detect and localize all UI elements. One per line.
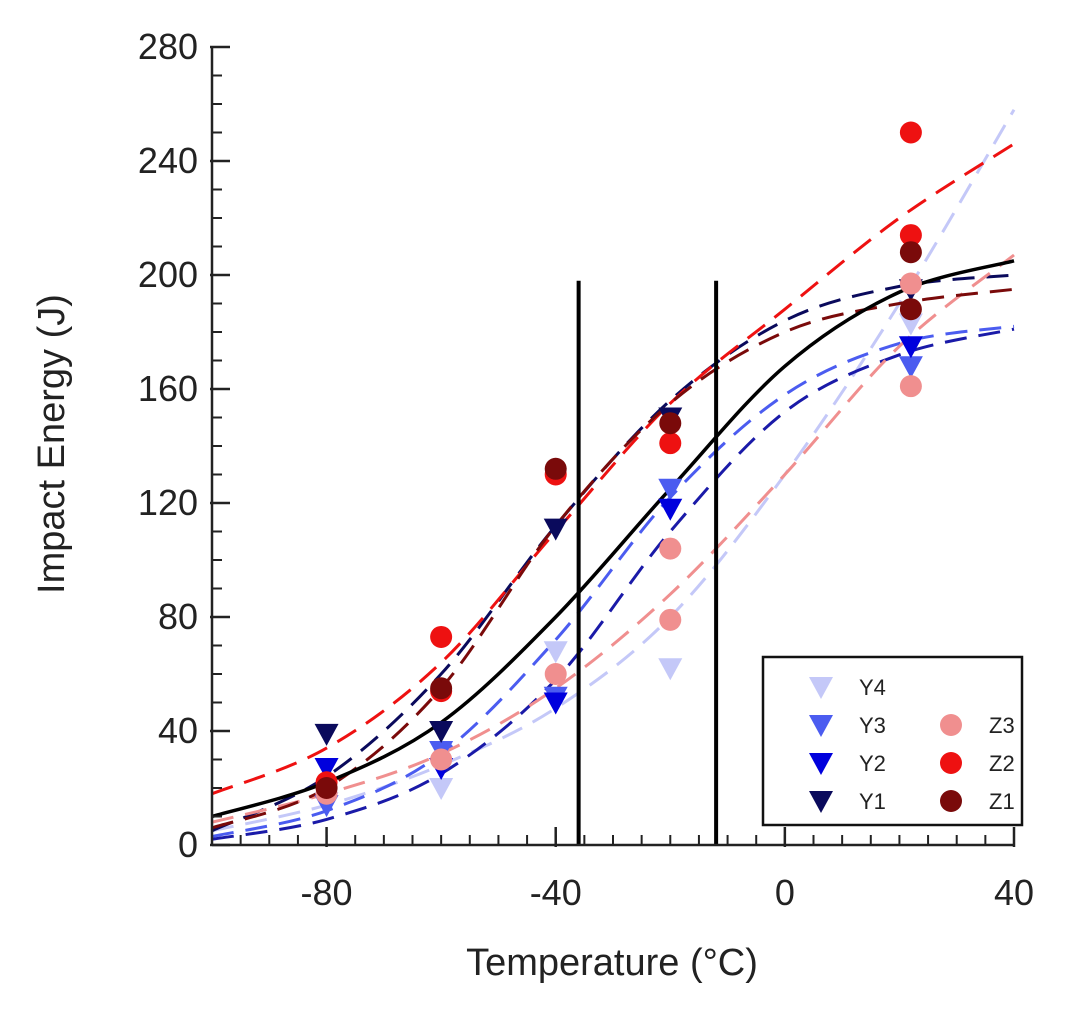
data-point-y3 (898, 356, 923, 379)
legend-label-z2: Z2 (989, 751, 1015, 776)
legend-label-z1: Z1 (989, 789, 1015, 814)
x-axis-title: Temperature (°C) (466, 942, 758, 984)
y-tick-label: 240 (138, 140, 198, 181)
data-point-z3 (659, 608, 682, 631)
data-point-z1 (544, 457, 567, 480)
data-point-z2 (659, 432, 682, 455)
data-point-z1 (899, 298, 922, 321)
data-point-z3 (430, 748, 453, 771)
data-point-z3 (899, 375, 922, 398)
data-point-y3 (658, 478, 683, 501)
legend-marker-y1 (809, 791, 833, 813)
legend: Y4 Y3 Z3 Y2 Z2 Y1 Z1 (761, 655, 1024, 827)
data-point-z3 (544, 663, 567, 685)
data-point-z3 (659, 537, 682, 560)
data-point-z2 (899, 121, 922, 144)
data-point-y4 (658, 658, 683, 681)
data-point-z1 (659, 412, 682, 435)
legend-marker-z3 (940, 714, 962, 736)
legend-marker-y2 (809, 753, 833, 775)
data-point-z1 (315, 777, 338, 799)
data-point-y4 (429, 778, 454, 800)
legend-label-y3: Y3 (859, 713, 886, 738)
data-point-y2 (898, 336, 923, 359)
legend-label-y2: Y2 (859, 751, 886, 776)
x-tick-label: 40 (994, 872, 1034, 913)
x-tick-label: -80 (301, 872, 353, 913)
data-point-z1 (899, 241, 922, 264)
data-point-z2 (430, 625, 453, 648)
legend-label-z3: Z3 (989, 713, 1015, 738)
y-tick-label: 160 (138, 368, 198, 409)
legend-label-y4: Y4 (859, 675, 886, 700)
fit-line-y2-fit (211, 327, 1015, 841)
y-axis-title: Impact Energy (J) (31, 294, 73, 594)
fit-line-z3-fit (211, 253, 1015, 824)
y-tick-label: 40 (158, 710, 198, 751)
data-point-y2 (658, 498, 683, 521)
y-tick-label: 120 (138, 482, 198, 523)
legend-marker-z2 (940, 752, 962, 774)
data-point-y1 (543, 518, 568, 541)
fit-line-y3-fit (211, 324, 1015, 838)
data-point-z2 (899, 224, 922, 247)
data-point-y4 (543, 641, 568, 664)
data-point-z1 (430, 677, 453, 700)
data-point-y1 (429, 721, 454, 743)
fit-curves (211, 108, 1016, 841)
x-tick-label: 0 (775, 872, 795, 913)
y-tick-label: 80 (158, 596, 198, 637)
data-point-y1 (314, 723, 339, 746)
legend-label-y1: Y1 (859, 789, 886, 814)
data-point-y2 (314, 758, 339, 781)
fit-line-mean-fit (211, 259, 1015, 819)
legend-marker-y4 (809, 677, 833, 699)
data-point-z3 (899, 272, 922, 295)
legend-marker-y3 (809, 715, 833, 737)
reference-lines (576, 280, 719, 845)
legend-box (761, 655, 1024, 827)
data-points (314, 121, 923, 818)
data-point-y4 (898, 313, 923, 336)
data-point-y2 (543, 692, 568, 715)
y-tick-label: 200 (138, 254, 198, 295)
y-tick-label: 0 (178, 824, 198, 865)
y-tick-label: 280 (138, 26, 198, 67)
axes: 0 40 80 120 160 200 240 280 -80 -40 0 40 (138, 26, 1034, 913)
legend-marker-z1 (940, 790, 962, 812)
fit-line-z2-fit (211, 142, 1015, 796)
x-tick-label: -40 (530, 872, 582, 913)
